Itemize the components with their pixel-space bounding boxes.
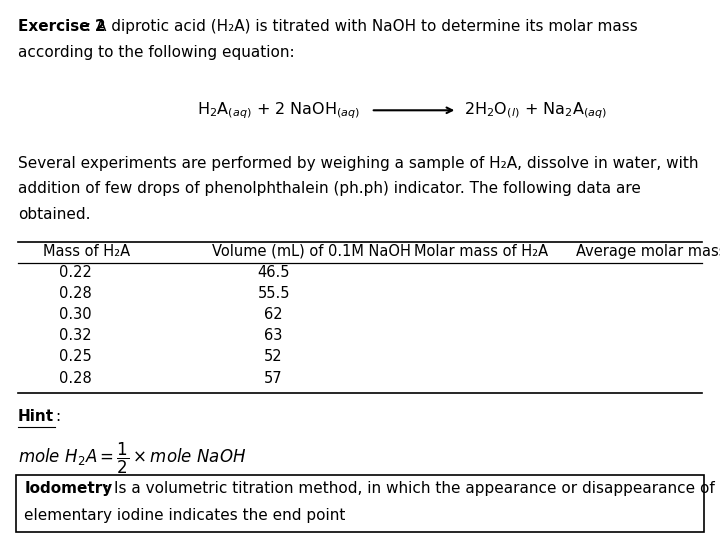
Text: $\mathit{mole\ H_2A = \dfrac{1}{2} \times mole\ NaOH}$: $\mathit{mole\ H_2A = \dfrac{1}{2} \time… [18, 441, 246, 476]
Text: 0.28: 0.28 [59, 371, 92, 386]
Text: 2H$_2$O$_{(l)}$ + Na$_2$A$_{(aq)}$: 2H$_2$O$_{(l)}$ + Na$_2$A$_{(aq)}$ [464, 100, 608, 121]
Text: 0.25: 0.25 [59, 349, 92, 364]
Text: Several experiments are performed by weighing a sample of H₂A, dissolve in water: Several experiments are performed by wei… [18, 156, 698, 171]
Text: : A diprotic acid (H₂A) is titrated with NaOH to determine its molar mass: : A diprotic acid (H₂A) is titrated with… [86, 19, 637, 34]
Text: 46.5: 46.5 [257, 265, 290, 280]
Text: Exercise 2: Exercise 2 [18, 19, 106, 34]
Text: : Is a volumetric titration method, in which the appearance or disappearance of: : Is a volumetric titration method, in w… [104, 481, 714, 496]
Text: 0.30: 0.30 [59, 307, 92, 322]
Text: 62: 62 [264, 307, 283, 322]
Text: Molar mass of H₂A: Molar mass of H₂A [414, 244, 548, 259]
Text: 0.22: 0.22 [59, 265, 92, 280]
Text: 52: 52 [264, 349, 283, 364]
Text: elementary iodine indicates the end point: elementary iodine indicates the end poin… [24, 508, 346, 523]
Text: 0.28: 0.28 [59, 286, 92, 301]
Text: Hint: Hint [18, 409, 54, 424]
Text: Volume (mL) of 0.1M NaOH: Volume (mL) of 0.1M NaOH [212, 244, 411, 259]
Text: 0.32: 0.32 [59, 328, 92, 343]
Text: 55.5: 55.5 [257, 286, 290, 301]
Text: 63: 63 [264, 328, 283, 343]
Text: addition of few drops of phenolphthalein (ph.ph) indicator. The following data a: addition of few drops of phenolphthalein… [18, 181, 641, 196]
Text: obtained.: obtained. [18, 207, 91, 222]
Text: H$_2$A$_{(aq)}$ + 2 NaOH$_{(aq)}$: H$_2$A$_{(aq)}$ + 2 NaOH$_{(aq)}$ [197, 100, 360, 121]
Text: Mass of H₂A: Mass of H₂A [43, 244, 130, 259]
Text: 57: 57 [264, 371, 283, 386]
Text: Average molar mass: Average molar mass [576, 244, 720, 259]
Text: Iodometry: Iodometry [24, 481, 113, 496]
FancyBboxPatch shape [16, 475, 704, 532]
Text: :: : [55, 409, 60, 424]
Text: according to the following equation:: according to the following equation: [18, 45, 294, 60]
